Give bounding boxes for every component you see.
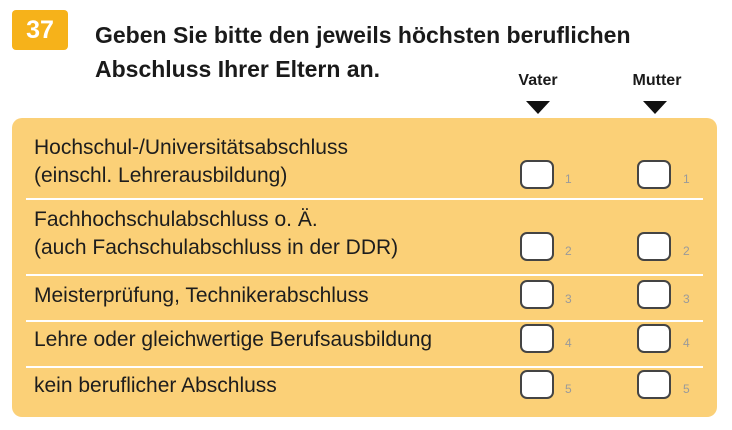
column-header-vater: Vater	[518, 72, 558, 89]
question-number-badge: 37	[12, 10, 68, 50]
mutter-checkbox-1[interactable]	[637, 160, 671, 189]
down-arrow-icon	[643, 101, 667, 114]
mutter-checkbox-2[interactable]	[637, 232, 671, 261]
option-code: 5	[683, 382, 690, 396]
row-divider	[26, 366, 703, 368]
option-label: Meisterprüfung, Technikerabschluss	[34, 282, 369, 310]
option-label-line-1: Lehre oder gleichwertige Berufsausbildun…	[34, 328, 433, 351]
option-label: Fachhochschulabschluss o. Ä. (auch Fachs…	[34, 206, 398, 262]
option-label: Hochschul-/Universitätsabschluss (einsch…	[34, 134, 348, 190]
question-text: Geben Sie bitte den jeweils höchsten ber…	[95, 18, 631, 86]
option-code: 5	[565, 382, 572, 396]
option-label-line-2: (auch Fachschulabschluss in der DDR)	[34, 236, 399, 259]
column-header-mutter: Mutter	[632, 72, 682, 89]
mutter-checkbox-3[interactable]	[637, 280, 671, 309]
option-label-line-1: kein beruflicher Abschluss	[34, 374, 277, 397]
vater-checkbox-2[interactable]	[520, 232, 554, 261]
option-label: kein beruflicher Abschluss	[34, 372, 277, 400]
question-text-line-2: Abschluss Ihrer Eltern an.	[95, 56, 381, 82]
vater-checkbox-3[interactable]	[520, 280, 554, 309]
vater-checkbox-1[interactable]	[520, 160, 554, 189]
vater-checkbox-5[interactable]	[520, 370, 554, 399]
option-code: 1	[565, 172, 572, 186]
option-code: 3	[683, 292, 690, 306]
mutter-checkbox-5[interactable]	[637, 370, 671, 399]
option-label-line-1: Meisterprüfung, Technikerabschluss	[34, 284, 369, 307]
option-row-5: kein beruflicher Abschluss 5 5	[12, 368, 717, 417]
option-code: 3	[565, 292, 572, 306]
options-panel: Hochschul-/Universitätsabschluss (einsch…	[12, 118, 717, 417]
option-row-3: Meisterprüfung, Technikerabschluss 3 3	[12, 276, 717, 320]
option-code: 4	[565, 336, 572, 350]
option-code: 1	[683, 172, 690, 186]
option-row-4: Lehre oder gleichwertige Berufsausbildun…	[12, 322, 717, 366]
question-text-line-1: Geben Sie bitte den jeweils höchsten ber…	[95, 22, 631, 48]
mutter-checkbox-4[interactable]	[637, 324, 671, 353]
down-arrow-icon	[526, 101, 550, 114]
vater-checkbox-4[interactable]	[520, 324, 554, 353]
row-divider	[26, 274, 703, 276]
option-row-1: Hochschul-/Universitätsabschluss (einsch…	[12, 118, 717, 198]
row-divider	[26, 320, 703, 322]
option-label: Lehre oder gleichwertige Berufsausbildun…	[34, 326, 432, 354]
option-code: 2	[565, 244, 572, 258]
option-row-2: Fachhochschulabschluss o. Ä. (auch Fachs…	[12, 200, 717, 274]
option-code: 4	[683, 336, 690, 350]
row-divider	[26, 198, 703, 200]
option-label-line-1: Hochschul-/Universitätsabschluss	[34, 136, 348, 159]
option-label-line-1: Fachhochschulabschluss o. Ä.	[34, 208, 318, 231]
option-label-line-2: (einschl. Lehrerausbildung)	[34, 164, 288, 187]
option-code: 2	[683, 244, 690, 258]
